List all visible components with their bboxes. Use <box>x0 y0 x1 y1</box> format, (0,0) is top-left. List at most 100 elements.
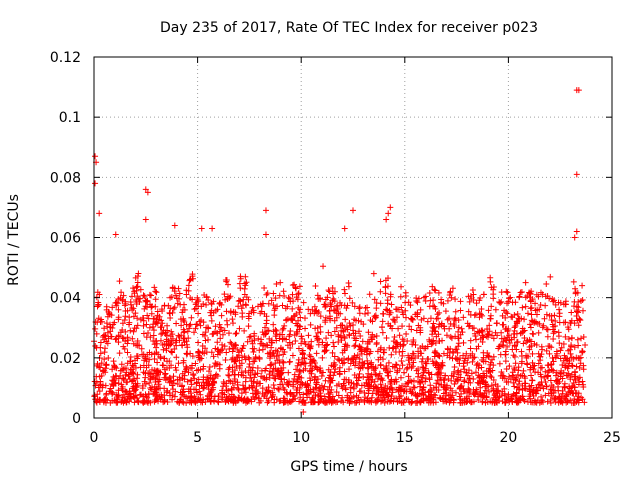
data-point <box>154 308 161 315</box>
data-point <box>479 399 486 406</box>
data-point <box>286 359 293 366</box>
data-point <box>418 374 425 381</box>
data-point <box>246 334 253 341</box>
data-point <box>307 360 314 367</box>
data-point <box>245 354 252 361</box>
data-point <box>434 360 441 367</box>
data-point <box>573 363 580 370</box>
data-point <box>284 342 291 349</box>
data-point <box>203 382 210 389</box>
data-point <box>341 355 348 362</box>
data-point <box>170 305 177 312</box>
data-point <box>235 303 242 310</box>
data-point <box>159 330 166 337</box>
data-point <box>189 271 196 278</box>
data-point <box>242 389 249 396</box>
data-point <box>391 333 398 340</box>
data-point <box>458 390 465 397</box>
data-point <box>575 381 582 388</box>
data-point <box>342 316 349 323</box>
data-point <box>311 357 318 364</box>
data-point <box>102 382 109 389</box>
data-point <box>535 329 542 336</box>
data-point <box>461 377 468 384</box>
data-point <box>291 281 298 288</box>
data-point <box>181 339 188 346</box>
data-point <box>270 302 277 309</box>
data-point <box>502 314 509 321</box>
data-point <box>221 327 228 334</box>
data-point <box>548 390 555 397</box>
data-point <box>314 337 321 344</box>
data-point <box>172 292 179 299</box>
data-point <box>571 373 578 380</box>
data-point <box>226 372 233 379</box>
data-point <box>565 363 572 370</box>
data-point <box>438 296 445 303</box>
data-point <box>222 398 229 405</box>
x-tick-label: 0 <box>90 430 99 446</box>
data-point <box>543 280 550 287</box>
data-point <box>104 329 111 336</box>
data-point <box>575 393 582 400</box>
data-point <box>150 327 157 334</box>
data-point <box>307 310 314 317</box>
data-point <box>250 348 257 355</box>
data-point <box>446 292 453 299</box>
data-point <box>242 301 249 308</box>
data-point <box>535 381 542 388</box>
data-point <box>152 320 159 327</box>
data-point <box>222 357 229 364</box>
data-point <box>467 337 474 344</box>
data-point <box>163 345 170 352</box>
data-point <box>410 377 417 384</box>
data-point <box>552 387 559 394</box>
data-point <box>569 390 576 397</box>
data-point <box>140 292 147 299</box>
data-point <box>342 386 349 393</box>
data-point <box>553 377 560 384</box>
data-point <box>371 313 378 320</box>
data-point <box>509 299 516 306</box>
data-point <box>505 332 512 339</box>
data-point <box>279 358 286 365</box>
data-point <box>216 328 223 335</box>
data-point <box>414 313 421 320</box>
data-point <box>313 379 320 386</box>
data-point <box>334 399 341 406</box>
data-point <box>417 383 424 390</box>
data-point <box>298 361 305 368</box>
data-point <box>528 311 535 318</box>
data-point <box>177 301 184 308</box>
data-point <box>169 284 176 291</box>
data-point <box>555 333 562 340</box>
data-point <box>417 350 424 357</box>
data-point <box>100 368 107 375</box>
data-point <box>446 315 453 322</box>
data-point <box>409 398 416 405</box>
data-point <box>332 366 339 373</box>
data-point <box>550 367 557 374</box>
data-point <box>246 361 253 368</box>
data-point <box>195 310 202 317</box>
data-point <box>578 335 585 342</box>
data-point <box>134 279 141 286</box>
data-point <box>312 363 319 370</box>
data-point <box>558 397 565 404</box>
data-point <box>396 398 403 405</box>
data-point <box>214 361 221 368</box>
data-point <box>448 396 455 403</box>
data-point <box>543 383 550 390</box>
data-point <box>548 317 555 324</box>
data-point <box>146 324 153 331</box>
data-point <box>485 331 492 338</box>
data-point <box>138 345 145 352</box>
data-point <box>156 393 163 400</box>
data-point <box>265 327 272 334</box>
data-point <box>329 349 336 356</box>
data-point <box>506 363 513 370</box>
data-point <box>247 371 254 378</box>
data-point <box>508 396 515 403</box>
data-point <box>269 391 276 398</box>
data-point <box>405 357 412 364</box>
